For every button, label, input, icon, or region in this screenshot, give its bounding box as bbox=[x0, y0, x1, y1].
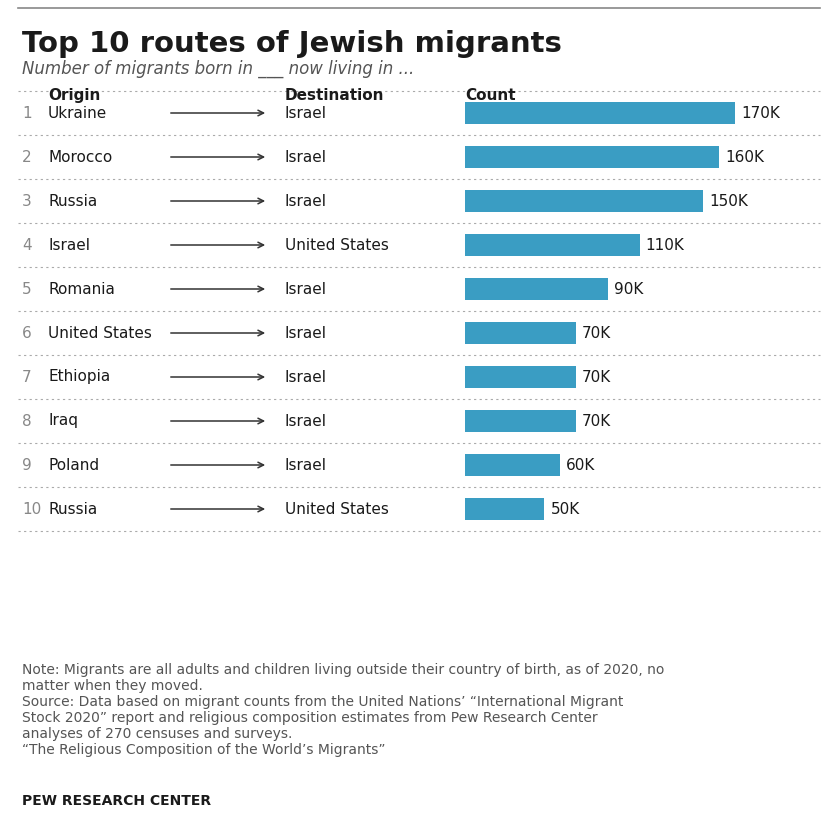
Text: United States: United States bbox=[285, 501, 389, 516]
Text: 70K: 70K bbox=[582, 325, 612, 340]
Text: Israel: Israel bbox=[285, 282, 327, 297]
Text: 170K: 170K bbox=[741, 106, 780, 121]
Text: analyses of 270 censuses and surveys.: analyses of 270 censuses and surveys. bbox=[22, 727, 292, 741]
Bar bbox=[465, 146, 719, 168]
Text: Israel: Israel bbox=[285, 194, 327, 209]
Text: Note: Migrants are all adults and children living outside their country of birth: Note: Migrants are all adults and childr… bbox=[22, 663, 664, 677]
Bar bbox=[465, 190, 703, 212]
Bar bbox=[465, 366, 576, 388]
Text: Origin: Origin bbox=[48, 88, 100, 103]
Text: 2: 2 bbox=[22, 149, 32, 164]
Text: 8: 8 bbox=[22, 413, 32, 428]
Text: United States: United States bbox=[285, 237, 389, 252]
Text: Israel: Israel bbox=[285, 106, 327, 121]
Text: Top 10 routes of Jewish migrants: Top 10 routes of Jewish migrants bbox=[22, 30, 562, 58]
Text: 9: 9 bbox=[22, 458, 32, 473]
Text: Russia: Russia bbox=[48, 501, 97, 516]
Text: United States: United States bbox=[48, 325, 152, 340]
Text: “The Religious Composition of the World’s Migrants”: “The Religious Composition of the World’… bbox=[22, 743, 386, 757]
Text: 5: 5 bbox=[22, 282, 32, 297]
Text: 4: 4 bbox=[22, 237, 32, 252]
Text: Israel: Israel bbox=[285, 370, 327, 385]
Text: Israel: Israel bbox=[285, 458, 327, 473]
Text: PEW RESEARCH CENTER: PEW RESEARCH CENTER bbox=[22, 794, 211, 808]
Text: Destination: Destination bbox=[285, 88, 385, 103]
Text: 150K: 150K bbox=[709, 194, 748, 209]
Text: 1: 1 bbox=[22, 106, 32, 121]
Text: Israel: Israel bbox=[48, 237, 90, 252]
Text: Romania: Romania bbox=[48, 282, 115, 297]
Bar bbox=[465, 498, 544, 520]
Text: 50K: 50K bbox=[550, 501, 580, 516]
Text: 70K: 70K bbox=[582, 413, 612, 428]
Text: Israel: Israel bbox=[285, 413, 327, 428]
Text: 60K: 60K bbox=[566, 458, 596, 473]
Text: 160K: 160K bbox=[725, 149, 764, 164]
Bar bbox=[465, 454, 560, 476]
Text: 6: 6 bbox=[22, 325, 32, 340]
Bar bbox=[465, 278, 608, 300]
Text: 10: 10 bbox=[22, 501, 41, 516]
Text: 90K: 90K bbox=[614, 282, 643, 297]
Bar bbox=[465, 410, 576, 432]
Bar bbox=[465, 102, 735, 124]
Text: Israel: Israel bbox=[285, 149, 327, 164]
Text: Ethiopia: Ethiopia bbox=[48, 370, 110, 385]
Text: matter when they moved.: matter when they moved. bbox=[22, 679, 203, 693]
Text: Russia: Russia bbox=[48, 194, 97, 209]
Bar bbox=[465, 234, 640, 256]
Text: Ukraine: Ukraine bbox=[48, 106, 108, 121]
Text: Stock 2020” report and religious composition estimates from Pew Research Center: Stock 2020” report and religious composi… bbox=[22, 711, 597, 725]
Text: Poland: Poland bbox=[48, 458, 99, 473]
Text: 70K: 70K bbox=[582, 370, 612, 385]
Text: Israel: Israel bbox=[285, 325, 327, 340]
Text: Count: Count bbox=[465, 88, 516, 103]
Text: Morocco: Morocco bbox=[48, 149, 113, 164]
Text: Number of migrants born in ___ now living in ...: Number of migrants born in ___ now livin… bbox=[22, 60, 414, 78]
Text: Iraq: Iraq bbox=[48, 413, 78, 428]
Text: Source: Data based on migrant counts from the United Nations’ “International Mig: Source: Data based on migrant counts fro… bbox=[22, 695, 623, 709]
Bar bbox=[465, 322, 576, 344]
Text: 3: 3 bbox=[22, 194, 32, 209]
Text: 110K: 110K bbox=[646, 237, 685, 252]
Text: 7: 7 bbox=[22, 370, 32, 385]
